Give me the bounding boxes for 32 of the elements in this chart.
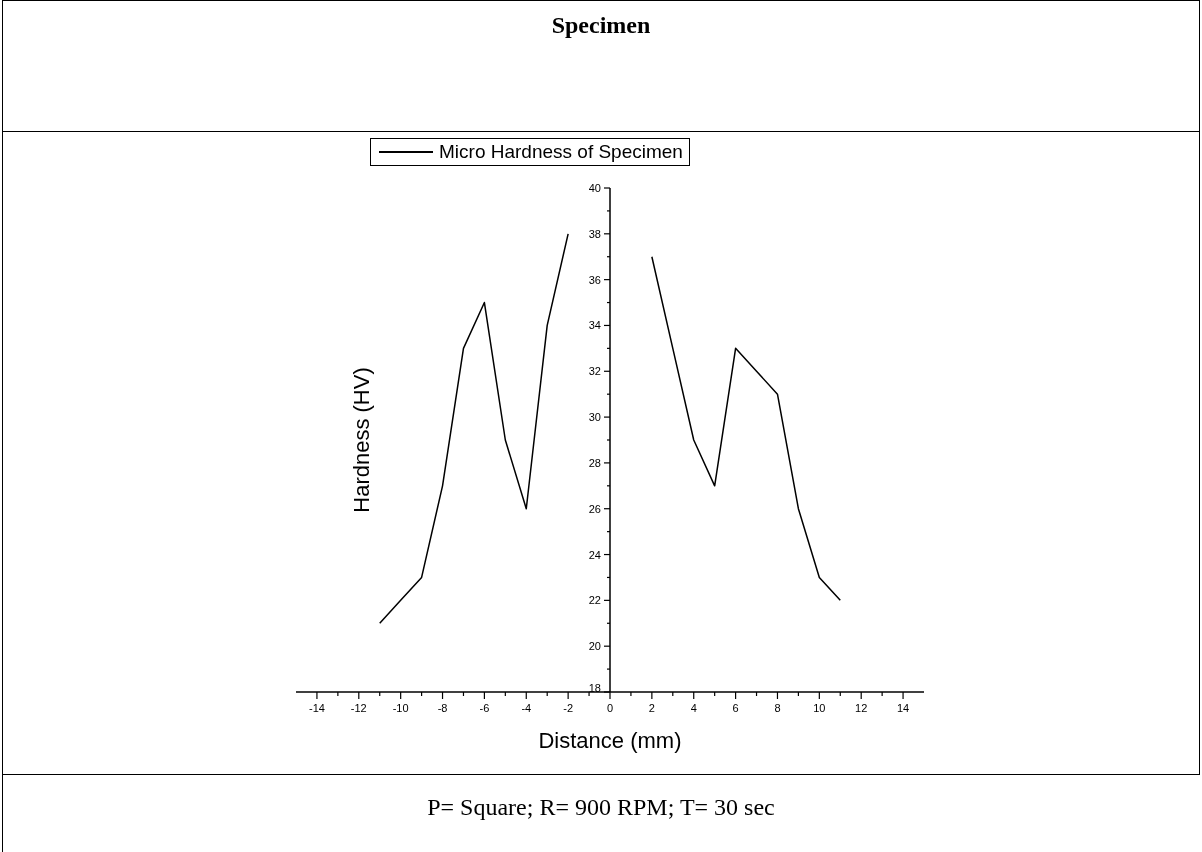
legend-label: Micro Hardness of Specimen (439, 141, 683, 163)
y-tick-label: 26 (588, 502, 601, 515)
x-tick-label: -6 (479, 702, 490, 714)
y-tick-label: 32 (588, 365, 601, 378)
x-tick-label: 4 (690, 702, 697, 714)
x-tick-label: -14 (308, 702, 325, 714)
x-tick-label: -8 (437, 702, 448, 714)
text: P= Square; R= 900 RPM; T= 30 sec (426, 794, 776, 821)
y-tick-label: 20 (588, 640, 601, 653)
x-tick-label: -10 (392, 702, 409, 714)
y-tick-label: 30 (588, 411, 601, 424)
y-tick-label: 28 (588, 456, 601, 469)
x-tick-label: 6 (732, 702, 739, 714)
y-tick-label: 36 (588, 273, 601, 286)
x-tick-label: 0 (606, 702, 614, 714)
x-tick-label: -4 (521, 702, 532, 714)
x-axis-title: Distance (mm) (537, 728, 683, 754)
y-tick-label: 22 (588, 594, 601, 607)
x-tick-label: -12 (350, 702, 367, 714)
y-axis-title: Hardness (HV) (349, 367, 375, 513)
y-tick-label: 40 (588, 182, 601, 194)
y-tick-label: 24 (588, 548, 601, 561)
y-tick-label: 38 (588, 227, 601, 240)
x-tick-label: 10 (813, 702, 826, 714)
x-tick-label: 12 (855, 702, 868, 714)
x-tick-label: 2 (648, 702, 655, 714)
x-tick-label: -2 (563, 702, 574, 714)
y-tick-label: 34 (588, 319, 601, 332)
y-tick-label: 18 (588, 682, 601, 694)
x-tick-label: 14 (896, 702, 910, 714)
chart-title: Specimen (550, 12, 652, 39)
x-tick-label: 8 (774, 702, 781, 714)
